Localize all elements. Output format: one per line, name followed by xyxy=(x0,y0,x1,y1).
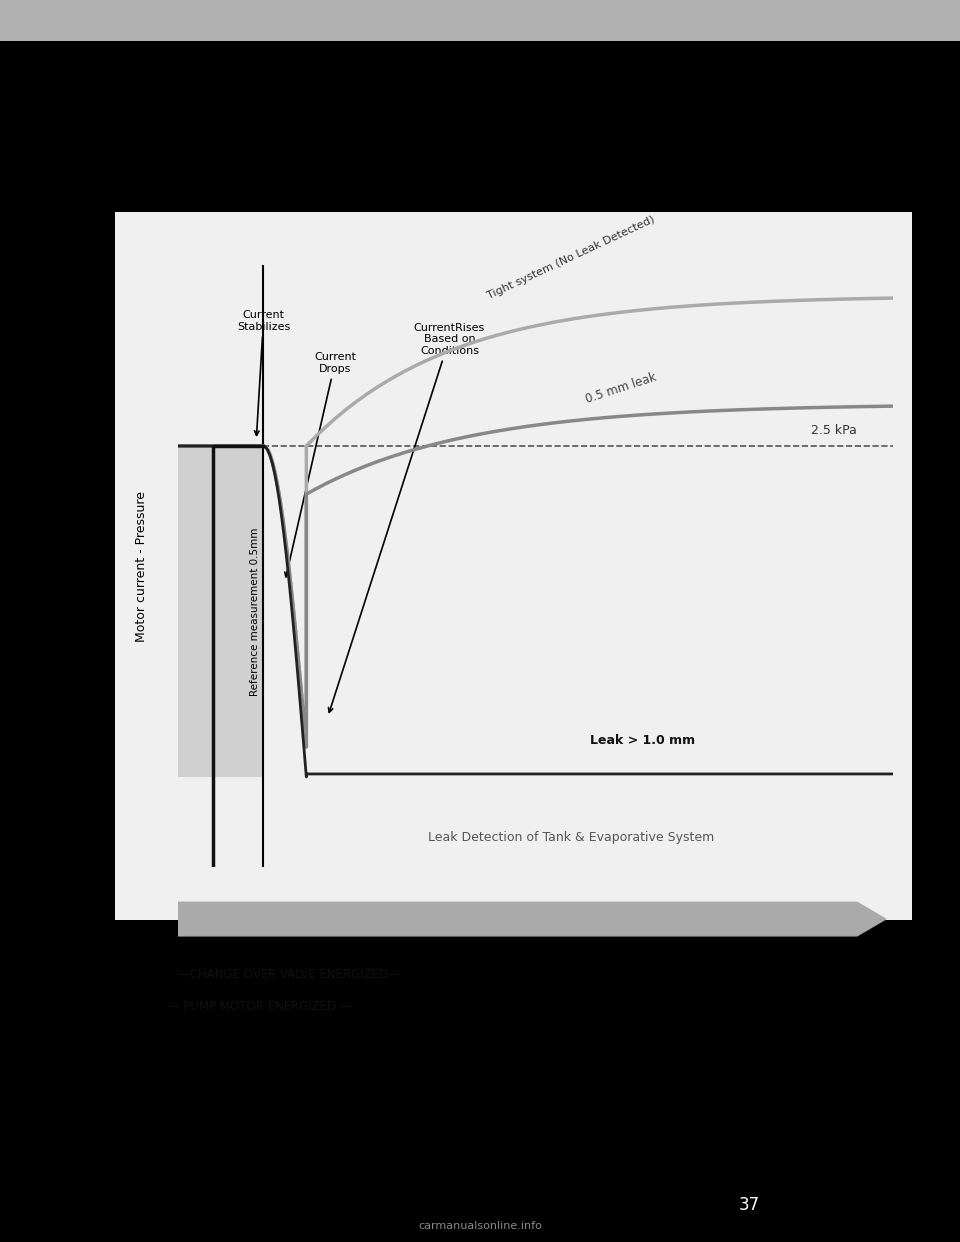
Text: 0.5 mm leak: 0.5 mm leak xyxy=(584,370,659,405)
Bar xyxy=(115,212,912,920)
Text: The time duration varies between 45 & 270 seconds depending on the resulting lea: The time duration varies between 45 & 27… xyxy=(67,112,664,161)
Text: — PUMP MOTOR ENERGIZED —: — PUMP MOTOR ENERGIZED — xyxy=(168,1000,351,1012)
Text: Reference measurement 0.5mm: Reference measurement 0.5mm xyxy=(250,528,260,696)
Text: Motor current - Pressure: Motor current - Pressure xyxy=(135,491,149,642)
Bar xyxy=(178,446,263,777)
Text: —CHANGE OVER VALVE ENERGIZED—: —CHANGE OVER VALVE ENERGIZED— xyxy=(178,969,399,981)
Text: Current
Drops: Current Drops xyxy=(285,353,356,576)
Text: Time Duration: Time Duration xyxy=(444,912,555,927)
Text: Leak Detection of Tank & Evaporative System: Leak Detection of Tank & Evaporative Sys… xyxy=(428,831,714,843)
Text: 2.5 kPa: 2.5 kPa xyxy=(811,424,857,437)
FancyArrow shape xyxy=(178,902,886,936)
Text: CurrentRises
Based on
Conditions: CurrentRises Based on Conditions xyxy=(328,323,485,713)
Text: Tight system (No Leak Detected): Tight system (No Leak Detected) xyxy=(486,215,657,301)
Text: carmanualsonline.info: carmanualsonline.info xyxy=(418,1221,542,1232)
Text: 37: 37 xyxy=(738,1196,759,1213)
Text: Current
Stabilizes: Current Stabilizes xyxy=(237,310,290,436)
Text: TEST RESULTS: TEST RESULTS xyxy=(67,77,189,92)
Bar xyxy=(0,0,960,41)
Text: Leak > 1.0 mm: Leak > 1.0 mm xyxy=(589,734,695,746)
